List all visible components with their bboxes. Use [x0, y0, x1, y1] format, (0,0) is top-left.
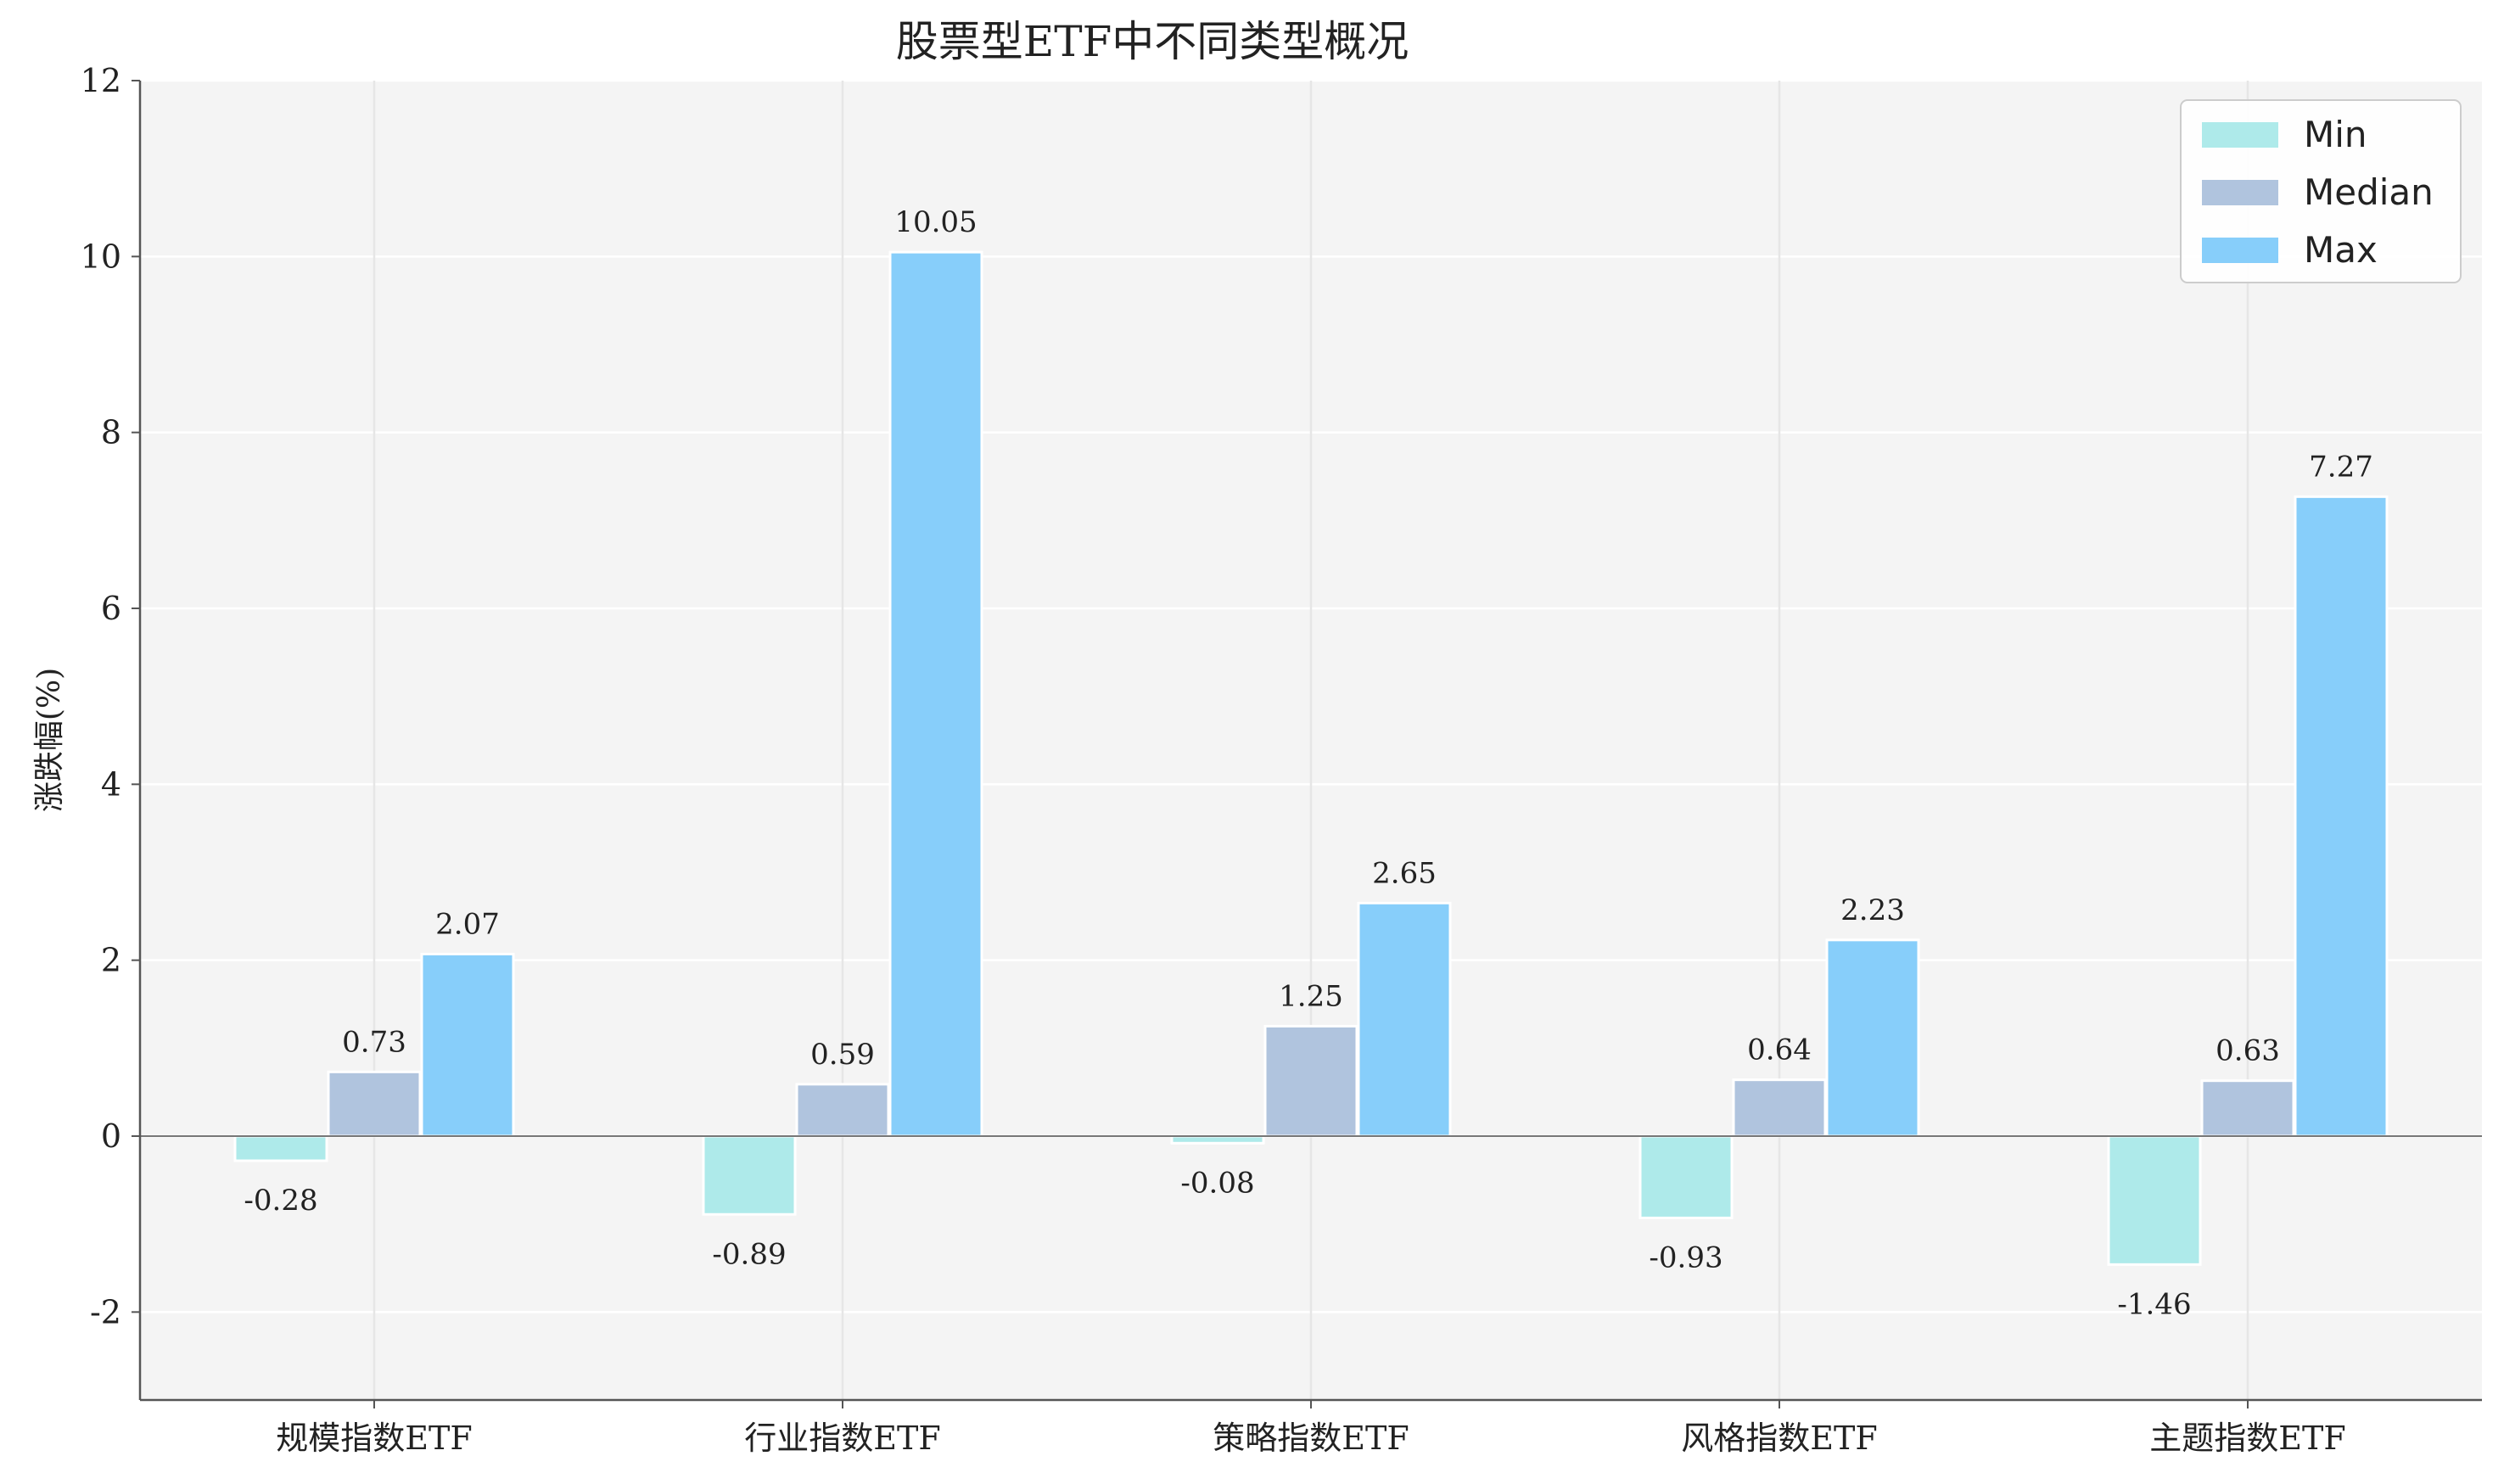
y-tick-label: 10 [81, 238, 121, 275]
x-tick-label: 风格指数ETF [1681, 1420, 1877, 1457]
x-tick-label: 规模指数ETF [276, 1420, 472, 1457]
data-label: 0.59 [810, 1038, 875, 1072]
y-tick-label: 12 [81, 62, 121, 99]
bar-min [2107, 1134, 2202, 1266]
legend-swatch-max [2202, 238, 2278, 263]
bar-median [1732, 1078, 1827, 1138]
bar-max [2294, 495, 2389, 1138]
legend-swatch-median [2202, 180, 2278, 205]
x-tick-label: 行业指数ETF [744, 1420, 940, 1457]
x-axis-ticks: 规模指数ETF 行业指数ETF 策略指数ETF 风格指数ETF 主题指数ETF [276, 1400, 2346, 1457]
bar-min [1170, 1134, 1265, 1145]
bar-min [702, 1134, 797, 1216]
x-tick-label: 策略指数ETF [1213, 1420, 1409, 1457]
y-axis-ticks: -2 0 2 4 6 8 10 12 [81, 62, 140, 1330]
legend-label-min: Min [2304, 114, 2367, 155]
data-label: 2.23 [1840, 893, 1905, 927]
y-axis-label: 涨跌幅(%) [32, 668, 67, 812]
bar-min [1639, 1134, 1734, 1219]
legend-swatch-min [2202, 122, 2278, 148]
y-tick-label: 4 [101, 765, 121, 803]
bar-median [1263, 1024, 1358, 1138]
bars-layer [233, 250, 2389, 1266]
data-label: 7.27 [2309, 450, 2373, 484]
bar-max [1825, 938, 1920, 1138]
y-tick-label: 2 [101, 942, 121, 979]
chart-title: 股票型ETF中不同类型概况 [896, 17, 1409, 66]
data-label: 0.64 [1747, 1033, 1812, 1067]
bar-max [1357, 901, 1452, 1138]
bar-median [2200, 1079, 2295, 1138]
bar-median [795, 1083, 890, 1138]
data-label: -1.46 [2117, 1287, 2191, 1321]
data-label: -0.08 [1180, 1166, 1254, 1200]
data-label: 10.05 [894, 205, 977, 239]
data-label: -0.89 [712, 1237, 786, 1271]
y-tick-label: 0 [101, 1117, 121, 1155]
legend-label-median: Median [2304, 171, 2434, 213]
legend: Min Median Max [2180, 99, 2462, 283]
y-tick-label: 8 [101, 414, 121, 451]
legend-label-max: Max [2304, 229, 2378, 271]
data-label: 0.63 [2216, 1034, 2280, 1068]
bar-min [233, 1134, 328, 1162]
data-label: 0.73 [342, 1025, 406, 1059]
y-tick-label: -2 [90, 1293, 121, 1330]
data-label: 2.65 [1372, 856, 1437, 890]
y-tick-label: 6 [101, 590, 121, 627]
x-tick-label: 主题指数ETF [2149, 1420, 2345, 1457]
data-label: 2.07 [435, 907, 500, 941]
bar-max [888, 250, 983, 1138]
data-label: -0.93 [1649, 1240, 1723, 1274]
data-labels-layer: -0.28 -0.89 -0.08 -0.93 -1.46 0.73 0.59 1.25 0.6… [244, 205, 2372, 1321]
data-label: -0.28 [244, 1184, 317, 1218]
bar-max [420, 952, 515, 1138]
data-label: 1.25 [1279, 979, 1343, 1013]
bar-median [327, 1070, 422, 1138]
